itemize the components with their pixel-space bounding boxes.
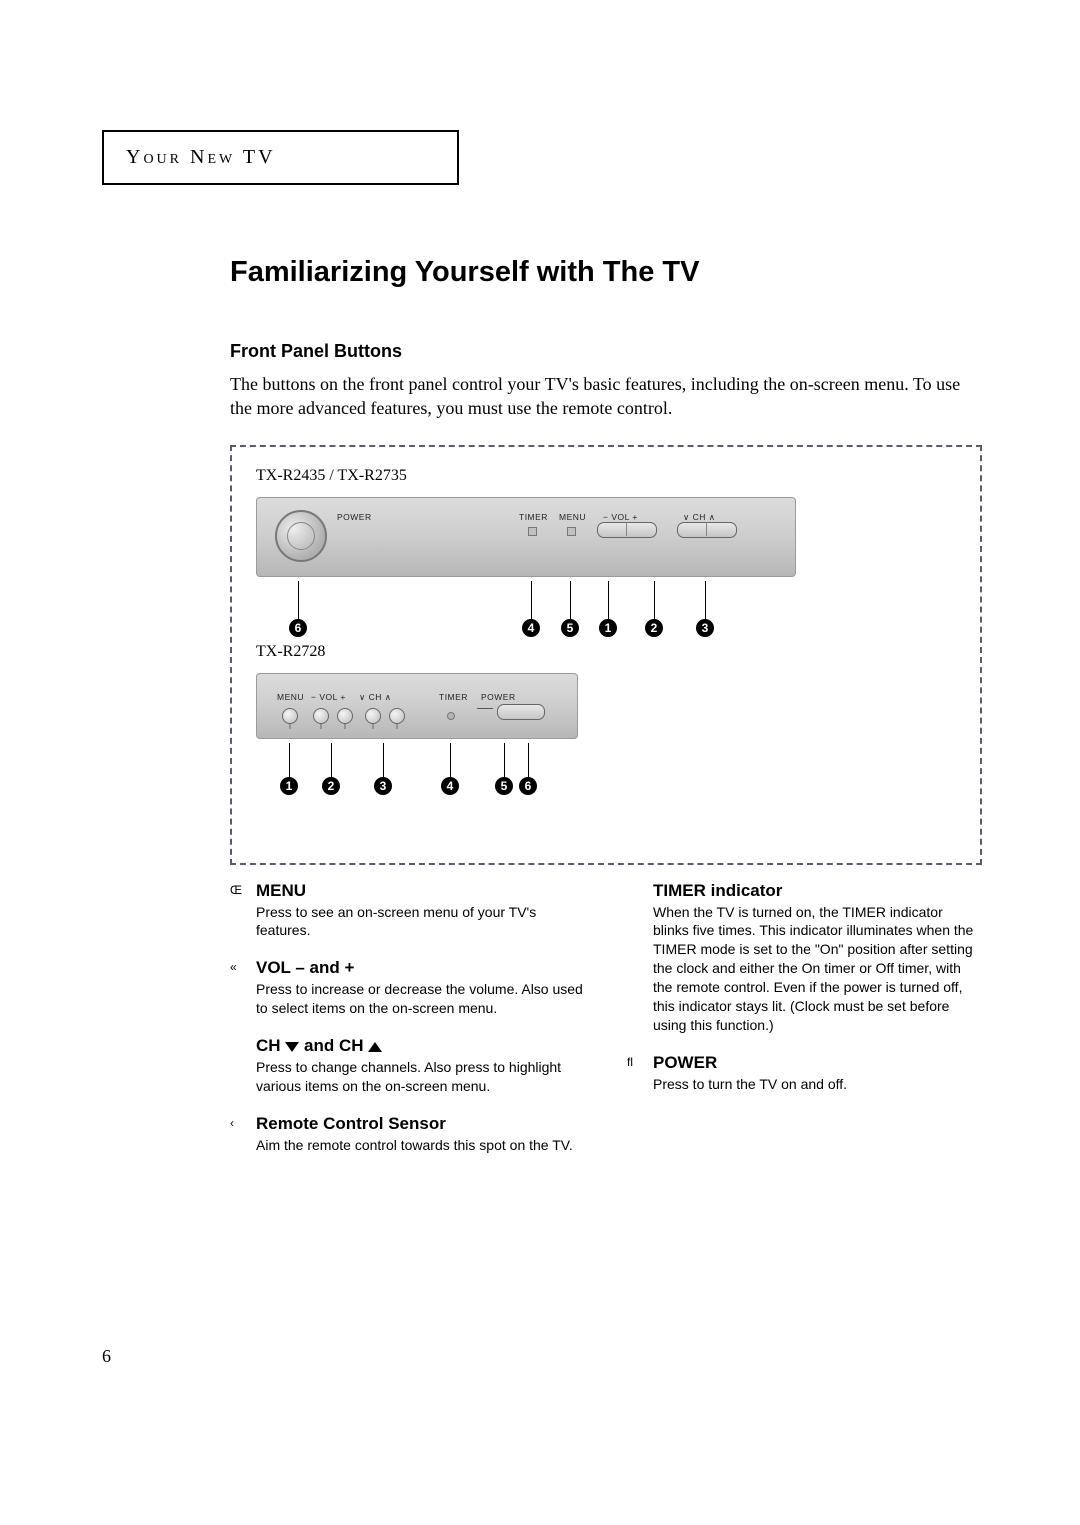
feature-item: ﬂ POWER Press to turn the TV on and off. [627, 1053, 980, 1094]
feature-title: MENU [256, 881, 583, 901]
feature-col-left: Œ MENUPress to see an on-screen menu of y… [230, 881, 583, 1173]
front-panel-figure: TX-R2435 / TX-R2735 POWER TIMER MENU − V… [230, 445, 982, 865]
section-tab-label: Your New TV [126, 146, 276, 169]
feature-title: CH and CH [256, 1036, 583, 1056]
feature-body: When the TV is turned on, the TIMER indi… [653, 903, 980, 1035]
callout-6: 6 [289, 619, 307, 637]
callout-b-6: 6 [519, 777, 537, 795]
feature-item: « VOL – and +Press to increase or decreas… [230, 958, 583, 1018]
vol-divider [626, 522, 627, 536]
panel-a-caption: TX-R2435 / TX-R2735 [256, 467, 956, 485]
feature-bullet: ‹ [230, 1116, 234, 1130]
feature-item: TIMER indicatorWhen the TV is turned on,… [627, 881, 980, 1035]
ch-button [677, 522, 737, 538]
vol-minus-knob [313, 708, 329, 724]
vol-plus-knob [337, 708, 353, 724]
timer-label: TIMER [519, 512, 548, 522]
panel-a-callouts: 6 4 5 1 2 3 [256, 581, 956, 639]
menu-label: MENU [559, 512, 586, 522]
callout-1: 1 [599, 619, 617, 637]
document-page: Your New TV Familiarizing Yourself with … [0, 0, 1080, 1525]
speaker-icon [275, 510, 327, 562]
intro-paragraph: The buttons on the front panel control y… [230, 372, 980, 421]
timer-led-b [447, 712, 455, 720]
callout-5: 5 [561, 619, 579, 637]
timer-label-b: TIMER [439, 692, 468, 702]
power-line-icon [477, 708, 493, 709]
feature-bullet: Œ [230, 883, 242, 897]
panel-b: MENU − VOL + ∨ CH ∧ TIMER POWER [256, 673, 578, 739]
page-content: Familiarizing Yourself with The TV Front… [230, 256, 980, 1173]
feature-title: VOL – and + [256, 958, 583, 978]
page-title: Familiarizing Yourself with The TV [230, 256, 980, 289]
feature-body: Press to see an on-screen menu of your T… [256, 903, 583, 941]
ch-up-knob [389, 708, 405, 724]
feature-item: Œ MENUPress to see an on-screen menu of y… [230, 881, 583, 941]
callout-3: 3 [696, 619, 714, 637]
menu-led-icon [567, 527, 576, 536]
callout-b-4: 4 [441, 777, 459, 795]
power-label-b: POWER [481, 692, 516, 702]
feature-title: TIMER indicator [653, 881, 980, 901]
page-number: 6 [102, 1346, 111, 1367]
chevron-up-icon [368, 1042, 382, 1052]
callout-b-1: 1 [280, 777, 298, 795]
power-label: POWER [337, 512, 372, 522]
feature-item: CH and CH Press to change channels. Also… [230, 1036, 583, 1096]
chevron-down-icon [285, 1042, 299, 1052]
callout-b-5: 5 [495, 777, 513, 795]
vol-label: − VOL + [603, 512, 638, 522]
feature-body: Press to change channels. Also press to … [256, 1058, 583, 1096]
panel-a: POWER TIMER MENU − VOL + ∨ CH ∧ [256, 497, 796, 577]
panel-b-caption: TX-R2728 [256, 643, 956, 661]
feature-body: Press to increase or decrease the volume… [256, 980, 583, 1018]
feature-columns: Œ MENUPress to see an on-screen menu of y… [230, 881, 980, 1173]
ch-label-b: ∨ CH ∧ [359, 692, 391, 703]
vol-button [597, 522, 657, 538]
feature-body: Aim the remote control towards this spot… [256, 1136, 583, 1155]
feature-title: Remote Control Sensor [256, 1114, 583, 1134]
callout-b-3: 3 [374, 777, 392, 795]
feature-col-right: TIMER indicatorWhen the TV is turned on,… [627, 881, 980, 1173]
callout-4: 4 [522, 619, 540, 637]
section-tab: Your New TV [102, 130, 459, 185]
menu-knob [282, 708, 298, 724]
panel-b-callouts: 1 2 3 4 5 6 [256, 743, 956, 797]
ch-down-knob [365, 708, 381, 724]
feature-body: Press to turn the TV on and off. [653, 1075, 980, 1094]
ch-label: ∨ CH ∧ [683, 512, 715, 523]
callout-2: 2 [645, 619, 663, 637]
ch-divider [706, 522, 707, 536]
timer-led-icon [528, 527, 537, 536]
front-panel-heading: Front Panel Buttons [230, 341, 980, 362]
feature-bullet: ﬂ [627, 1055, 633, 1069]
vol-label-b: − VOL + [311, 692, 346, 702]
callout-b-2: 2 [322, 777, 340, 795]
feature-title: POWER [653, 1053, 980, 1073]
power-button-b [497, 704, 545, 720]
feature-bullet: « [230, 960, 237, 974]
menu-label-b: MENU [277, 692, 304, 702]
feature-item: ‹ Remote Control Sensor Aim the remote con… [230, 1114, 583, 1155]
